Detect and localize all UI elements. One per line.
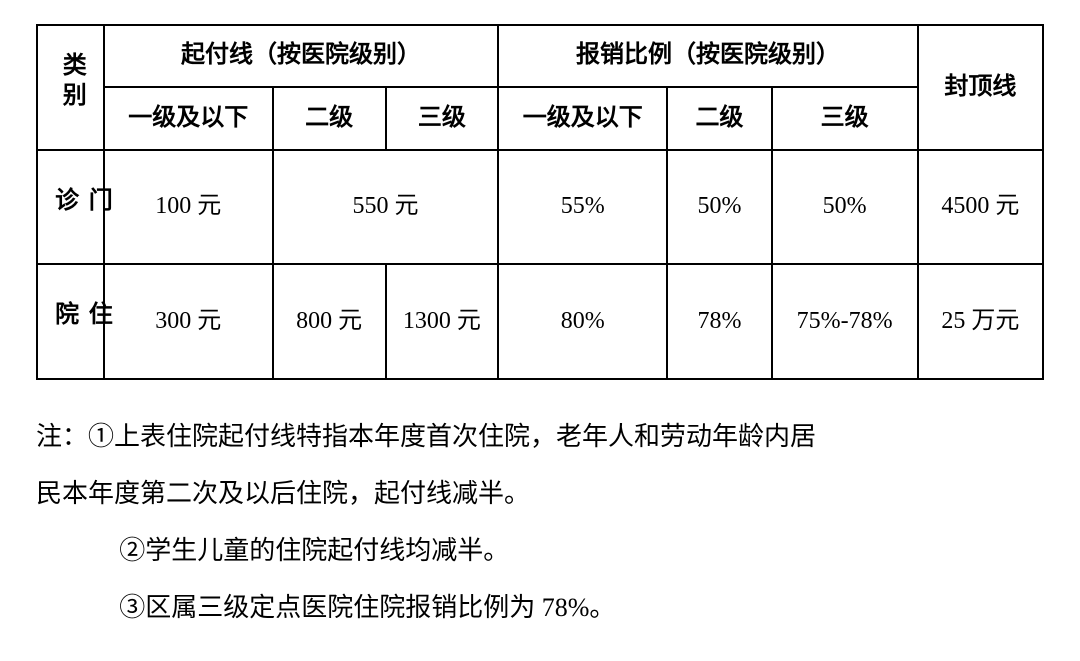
row-label-inpatient: 住院: [37, 264, 104, 379]
header-row-1: 类别 起付线（按医院级别） 报销比例（按医院级别） 封顶线: [37, 25, 1043, 87]
note-line-2: 民本年度第二次及以后住院，起付线减半。: [36, 465, 1044, 522]
cell-cap-0: 4500 元: [918, 150, 1043, 265]
note-line-4: ③区属三级定点医院住院报销比例为 78%。: [36, 579, 1044, 636]
header-reim-l2: 二级: [667, 87, 771, 149]
cell-reim-l3-0: 50%: [772, 150, 918, 265]
cell-reim-l2-1: 78%: [667, 264, 771, 379]
header-type-label: 类别: [50, 34, 92, 130]
cell-cap-1: 25 万元: [918, 264, 1043, 379]
cell-ded-l1-1: 300 元: [104, 264, 273, 379]
note-line-3: ②学生儿童的住院起付线均减半。: [36, 522, 1044, 579]
cell-reim-l1-1: 80%: [498, 264, 667, 379]
header-ded-l2: 二级: [273, 87, 386, 149]
table-row-inpatient: 住院 300 元 800 元 1300 元 80% 78% 75%-78% 25…: [37, 264, 1043, 379]
cell-ded-l23-0: 550 元: [273, 150, 498, 265]
header-reim-l3: 三级: [772, 87, 918, 149]
row-label-outpatient: 门诊: [37, 150, 104, 265]
cell-ded-l2-1: 800 元: [273, 264, 386, 379]
header-reim-l1: 一级及以下: [498, 87, 667, 149]
cell-reim-l3-1: 75%-78%: [772, 264, 918, 379]
header-reimburse: 报销比例（按医院级别）: [498, 25, 918, 87]
cell-ded-l1-0: 100 元: [104, 150, 273, 265]
row-label-text: 门诊: [42, 159, 117, 245]
table-row-outpatient: 门诊 100 元 550 元 55% 50% 50% 4500 元: [37, 150, 1043, 265]
row-label-text: 住院: [42, 273, 117, 359]
header-deductible: 起付线（按医院级别）: [104, 25, 498, 87]
cell-ded-l3-1: 1300 元: [386, 264, 499, 379]
header-row-2: 一级及以下 二级 三级 一级及以下 二级 三级: [37, 87, 1043, 149]
header-type: 类别: [37, 25, 104, 150]
header-ded-l1: 一级及以下: [104, 87, 273, 149]
header-ded-l3: 三级: [386, 87, 499, 149]
cell-reim-l1-0: 55%: [498, 150, 667, 265]
insurance-table: 类别 起付线（按医院级别） 报销比例（按医院级别） 封顶线 一级及以下 二级 三…: [36, 24, 1044, 380]
note-line-1: 注：①上表住院起付线特指本年度首次住院，老年人和劳动年龄内居: [36, 408, 1044, 465]
header-cap: 封顶线: [918, 25, 1043, 150]
notes-block: 注：①上表住院起付线特指本年度首次住院，老年人和劳动年龄内居 民本年度第二次及以…: [36, 408, 1044, 637]
cell-reim-l2-0: 50%: [667, 150, 771, 265]
